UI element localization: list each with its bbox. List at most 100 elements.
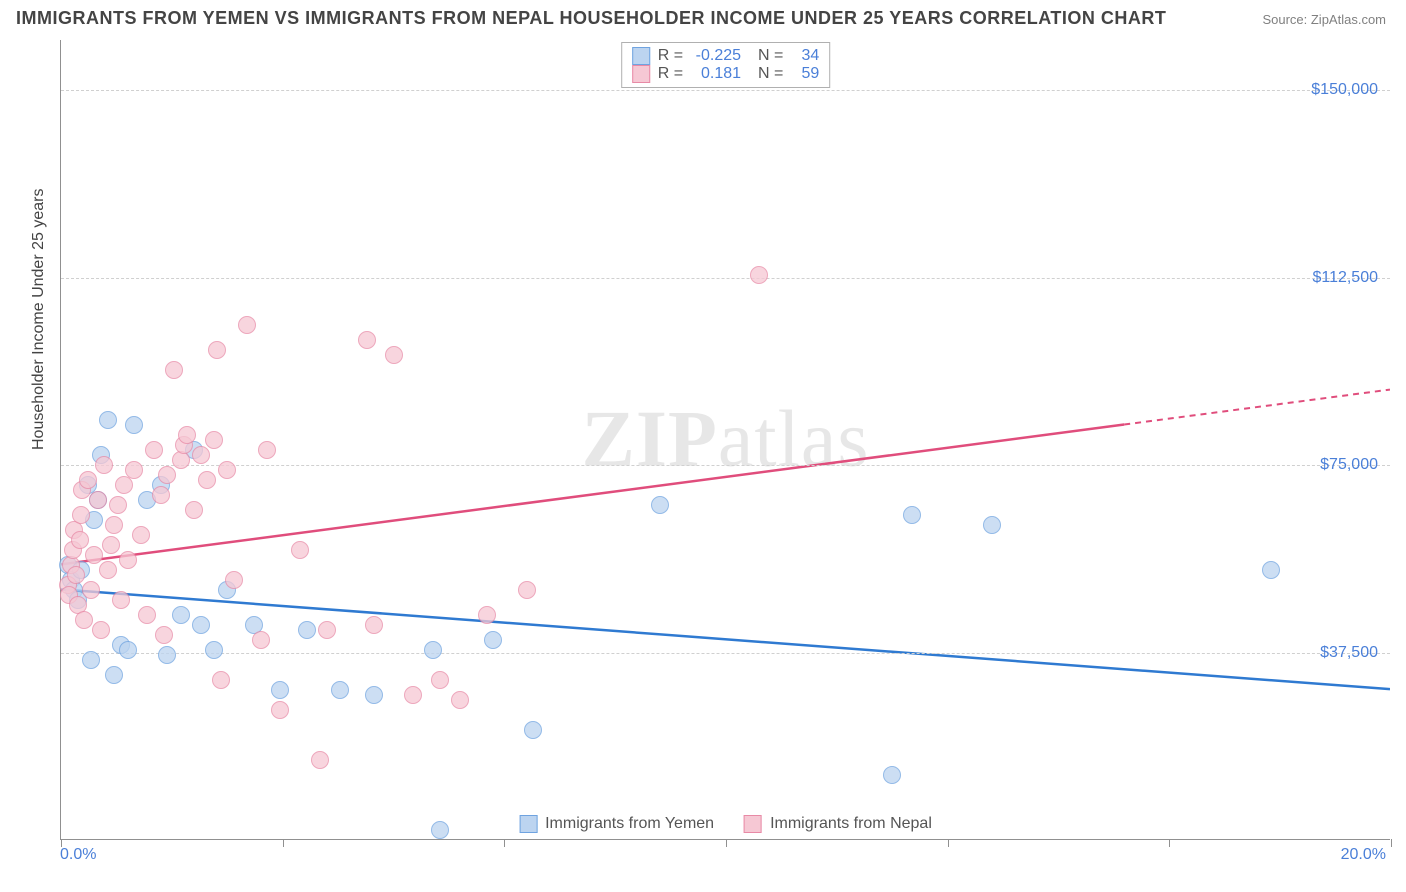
data-point bbox=[258, 441, 276, 459]
data-point bbox=[205, 641, 223, 659]
data-point bbox=[404, 686, 422, 704]
data-point bbox=[651, 496, 669, 514]
x-axis-max-label: 20.0% bbox=[1341, 846, 1386, 864]
data-point bbox=[271, 681, 289, 699]
data-point bbox=[424, 641, 442, 659]
y-tick-label: $37,500 bbox=[1320, 644, 1378, 662]
watermark-zip: ZIP bbox=[582, 395, 718, 483]
data-point bbox=[115, 476, 133, 494]
data-point bbox=[883, 766, 901, 784]
data-point bbox=[102, 536, 120, 554]
data-point bbox=[89, 491, 107, 509]
data-point bbox=[478, 606, 496, 624]
chart-plot-area: ZIPatlas R =-0.225 N =34R =0.181 N =59 I… bbox=[60, 40, 1390, 840]
data-point bbox=[271, 701, 289, 719]
legend-swatch bbox=[744, 815, 762, 833]
data-point bbox=[225, 571, 243, 589]
data-point bbox=[205, 431, 223, 449]
stats-row: R =0.181 N =59 bbox=[632, 65, 820, 83]
y-tick-label: $112,500 bbox=[1312, 269, 1378, 287]
series-swatch bbox=[632, 65, 650, 83]
data-point bbox=[431, 821, 449, 839]
data-point bbox=[318, 621, 336, 639]
n-label: N = bbox=[749, 65, 783, 83]
data-point bbox=[385, 346, 403, 364]
data-point bbox=[192, 446, 210, 464]
data-point bbox=[192, 616, 210, 634]
data-point bbox=[92, 621, 110, 639]
data-point bbox=[99, 561, 117, 579]
data-point bbox=[311, 751, 329, 769]
data-point bbox=[331, 681, 349, 699]
watermark-atlas: atlas bbox=[718, 395, 870, 483]
data-point bbox=[75, 611, 93, 629]
data-point bbox=[1262, 561, 1280, 579]
gridline bbox=[61, 90, 1390, 91]
x-tick bbox=[726, 839, 727, 847]
bottom-legend: Immigrants from Yemen Immigrants from Nep… bbox=[513, 813, 938, 835]
watermark-text: ZIPatlas bbox=[582, 394, 870, 485]
data-point bbox=[750, 266, 768, 284]
data-point bbox=[252, 631, 270, 649]
data-point bbox=[152, 486, 170, 504]
data-point bbox=[524, 721, 542, 739]
n-value: 34 bbox=[791, 47, 819, 65]
data-point bbox=[72, 506, 90, 524]
data-point bbox=[158, 646, 176, 664]
data-point bbox=[79, 471, 97, 489]
data-point bbox=[198, 471, 216, 489]
data-point bbox=[119, 551, 137, 569]
data-point bbox=[105, 516, 123, 534]
data-point bbox=[212, 671, 230, 689]
stats-row: R = -0.225 N = 34 bbox=[632, 47, 820, 65]
n-label: N = bbox=[749, 47, 783, 65]
data-point bbox=[165, 361, 183, 379]
x-tick bbox=[283, 839, 284, 847]
data-point bbox=[99, 411, 117, 429]
data-point bbox=[903, 506, 921, 524]
r-label: R = bbox=[658, 65, 683, 83]
data-point bbox=[82, 651, 100, 669]
x-tick bbox=[1169, 839, 1170, 847]
data-point bbox=[112, 591, 130, 609]
data-point bbox=[125, 461, 143, 479]
data-point bbox=[125, 416, 143, 434]
data-point bbox=[178, 426, 196, 444]
data-point bbox=[145, 441, 163, 459]
data-point bbox=[138, 606, 156, 624]
data-point bbox=[95, 456, 113, 474]
x-tick bbox=[504, 839, 505, 847]
data-point bbox=[431, 671, 449, 689]
stats-legend-box: R =-0.225 N =34R =0.181 N =59 bbox=[621, 42, 831, 88]
data-point bbox=[67, 566, 85, 584]
y-axis-label: Householder Income Under 25 years bbox=[30, 189, 48, 450]
legend-label: Immigrants from Nepal bbox=[770, 815, 932, 833]
data-point bbox=[109, 496, 127, 514]
y-tick-label: $150,000 bbox=[1311, 81, 1378, 99]
data-point bbox=[172, 606, 190, 624]
data-point bbox=[518, 581, 536, 599]
data-point bbox=[185, 501, 203, 519]
series-swatch bbox=[632, 47, 650, 65]
data-point bbox=[119, 641, 137, 659]
data-point bbox=[218, 461, 236, 479]
legend-item: Immigrants from Nepal bbox=[744, 815, 932, 833]
data-point bbox=[85, 546, 103, 564]
x-axis-min-label: 0.0% bbox=[60, 846, 96, 864]
data-point bbox=[238, 316, 256, 334]
data-point bbox=[983, 516, 1001, 534]
data-point bbox=[291, 541, 309, 559]
legend-label: Immigrants from Yemen bbox=[545, 815, 714, 833]
data-point bbox=[358, 331, 376, 349]
data-point bbox=[158, 466, 176, 484]
data-point bbox=[71, 531, 89, 549]
data-point bbox=[451, 691, 469, 709]
y-tick-label: $75,000 bbox=[1320, 456, 1378, 474]
data-point bbox=[365, 686, 383, 704]
r-value: -0.225 bbox=[691, 47, 741, 65]
chart-title: IMMIGRANTS FROM YEMEN VS IMMIGRANTS FROM… bbox=[16, 8, 1166, 29]
r-label: R = bbox=[658, 47, 683, 65]
data-point bbox=[298, 621, 316, 639]
r-value: 0.181 bbox=[691, 65, 741, 83]
data-point bbox=[365, 616, 383, 634]
